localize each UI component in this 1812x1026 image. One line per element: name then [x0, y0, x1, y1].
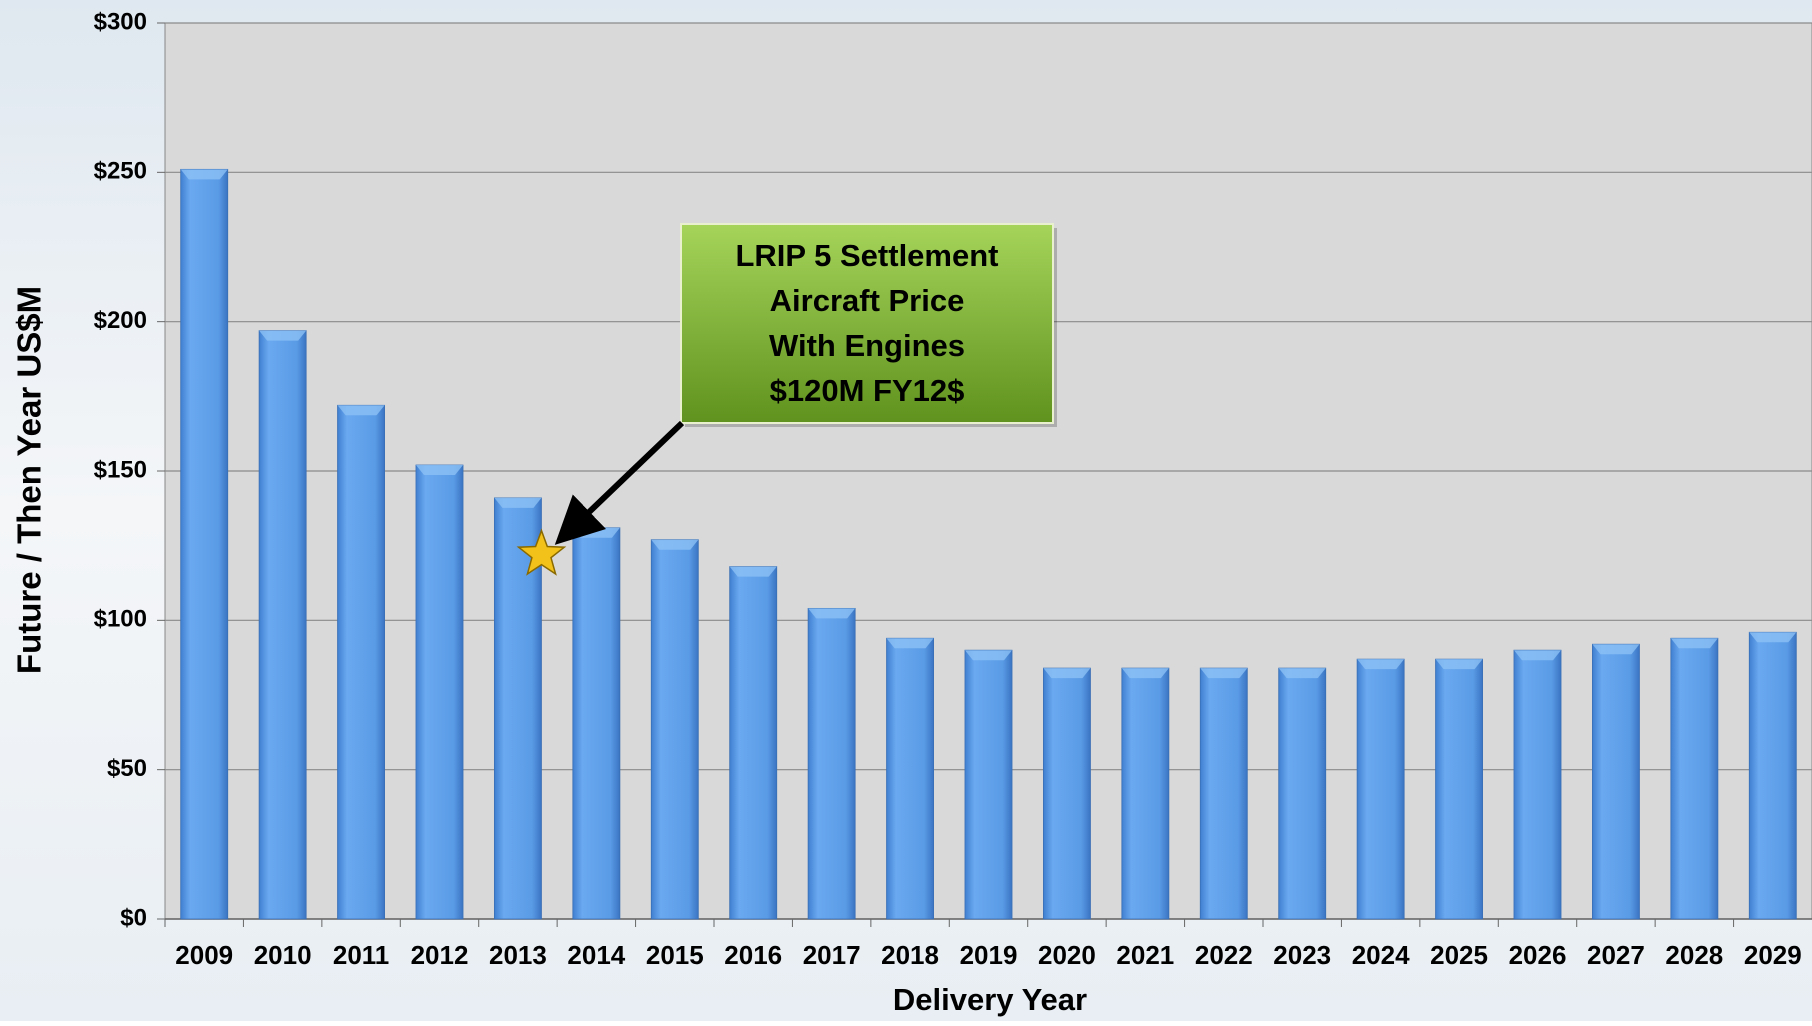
bar-bevel: [1592, 644, 1640, 655]
x-tick-label: 2020: [1038, 940, 1096, 970]
x-tick-label: 2025: [1430, 940, 1488, 970]
bar-bevel: [1357, 659, 1405, 670]
bar: [337, 404, 385, 920]
bar: [1670, 637, 1719, 920]
bar-bevel: [1043, 668, 1091, 679]
bar: [415, 464, 464, 920]
bar-bevel: [1435, 659, 1483, 670]
bar: [572, 527, 621, 920]
x-tick-label: 2029: [1744, 940, 1802, 970]
y-axis-title: Future / Then Year US$M: [11, 286, 48, 674]
bar: [964, 649, 1013, 920]
x-tick-label: 2012: [411, 940, 469, 970]
annotation-box: [680, 223, 1054, 424]
x-tick-label: 2019: [960, 940, 1018, 970]
bar: [886, 637, 934, 920]
bar: [1435, 658, 1483, 920]
bar: [1043, 667, 1091, 920]
y-tick-label: $250: [94, 158, 147, 185]
bar-bevel: [337, 405, 385, 416]
bar: [650, 539, 699, 920]
bar: [1121, 667, 1170, 920]
y-tick-label: $0: [120, 904, 147, 931]
x-tick-label: 2023: [1273, 940, 1331, 970]
bar-bevel: [808, 608, 856, 619]
y-tick-label: $200: [94, 307, 147, 334]
bar: [807, 607, 856, 920]
y-tick-label: $300: [94, 8, 147, 35]
bar-bevel: [1513, 650, 1562, 661]
x-tick-label: 2026: [1509, 940, 1567, 970]
bar-bevel: [1670, 638, 1718, 649]
bar-bevel: [964, 650, 1013, 661]
bar: [1199, 667, 1248, 920]
x-tick-label: 2010: [254, 940, 312, 970]
bar-bevel: [572, 527, 620, 538]
bar: [729, 566, 778, 920]
bar-bevel: [1278, 668, 1326, 679]
bar-bevel: [494, 497, 542, 508]
x-tick-label: 2014: [567, 940, 625, 970]
annotation-text: With Engines: [769, 328, 965, 363]
x-tick-label: 2017: [803, 940, 861, 970]
bar-bevel: [886, 638, 934, 649]
bar: [180, 168, 229, 920]
x-tick-label: 2027: [1587, 940, 1645, 970]
bar-bevel: [180, 169, 228, 180]
x-tick-label: 2024: [1352, 940, 1410, 970]
bar: [1592, 643, 1640, 920]
x-tick-label: 2009: [175, 940, 233, 970]
star-marker: [516, 528, 567, 576]
x-tick-label: 2015: [646, 940, 704, 970]
x-tick-label: 2018: [881, 940, 939, 970]
bar: [1748, 631, 1797, 920]
bar-bevel: [1121, 668, 1169, 679]
y-tick-label: $50: [107, 755, 147, 782]
x-tick-label: 2013: [489, 940, 547, 970]
bar: [258, 330, 307, 920]
annotation-text: $120M FY12$: [770, 373, 965, 408]
x-tick-label: 2021: [1116, 940, 1174, 970]
x-axis-title: Delivery Year: [893, 982, 1087, 1017]
bar-bevel: [259, 330, 307, 341]
bar-bevel: [415, 465, 464, 476]
annotation-arrow: [554, 420, 685, 545]
y-tick-label: $100: [94, 606, 147, 633]
bar-bevel: [651, 539, 699, 550]
bar: [1513, 649, 1562, 920]
bar: [1278, 667, 1327, 920]
bar-bevel: [1749, 632, 1797, 643]
x-tick-label: 2016: [724, 940, 782, 970]
bar-bevel: [1200, 668, 1248, 679]
x-tick-label: 2028: [1665, 940, 1723, 970]
bar-bevel: [729, 566, 777, 577]
annotation-text: Aircraft Price: [770, 283, 965, 318]
x-tick-label: 2011: [333, 940, 389, 970]
y-tick-label: $150: [94, 456, 147, 483]
bar: [1356, 658, 1405, 920]
annotation-text: LRIP 5 Settlement: [735, 238, 998, 273]
x-tick-label: 2022: [1195, 940, 1253, 970]
